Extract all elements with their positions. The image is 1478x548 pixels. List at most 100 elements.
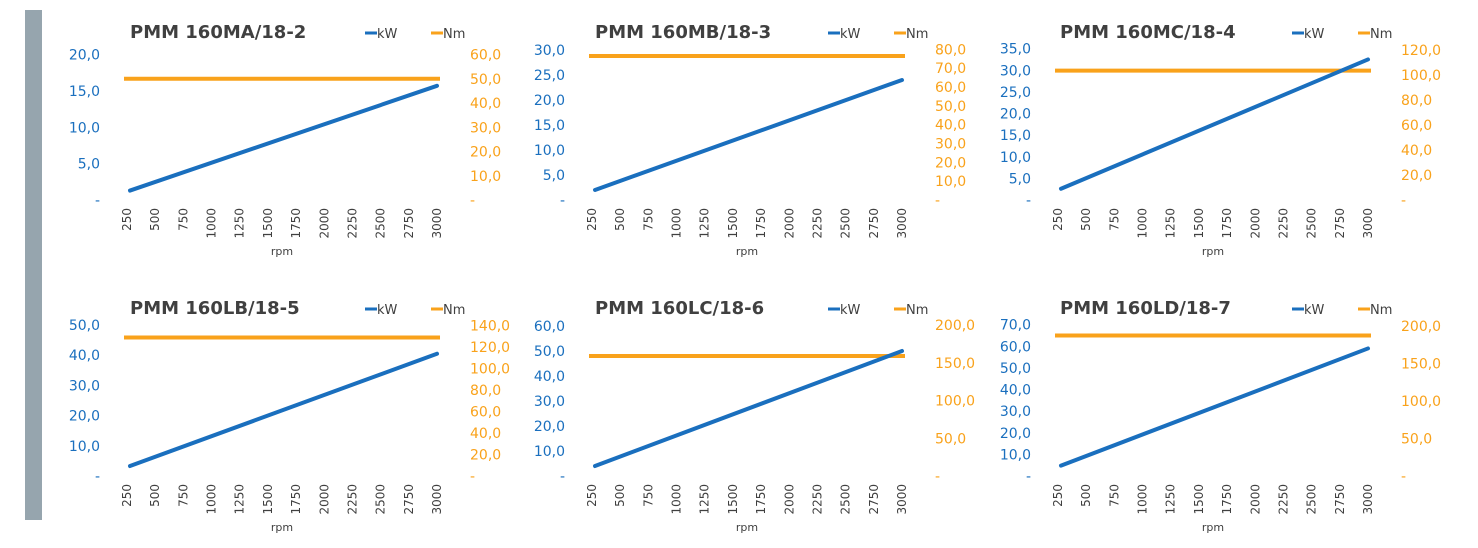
- x-tick-label: 1250: [233, 484, 247, 515]
- legend-kw-label: kW: [1304, 303, 1325, 318]
- y-left-tick-label: -: [560, 193, 565, 209]
- y-right-tick-label: 40,0: [470, 96, 501, 112]
- x-tick-label: 500: [148, 208, 162, 231]
- x-tick-label: 2750: [402, 208, 416, 239]
- legend-kw-label: kW: [840, 303, 861, 318]
- y-left-tick-label: 5,0: [78, 157, 100, 173]
- x-tick-label: 3000: [895, 484, 909, 515]
- side-accent-bar: [25, 10, 42, 520]
- y-left-tick-label: 10,0: [1000, 447, 1031, 463]
- y-left-tick-label: 10,0: [1000, 150, 1031, 166]
- chart-title: PMM 160MB/18-3: [595, 22, 771, 43]
- x-axis-label: rpm: [736, 245, 758, 258]
- legend-nm-label: Nm: [906, 27, 928, 42]
- x-tick-label: 250: [585, 208, 599, 231]
- x-tick-label: 1250: [698, 208, 712, 239]
- x-tick-label: 2250: [1276, 208, 1290, 239]
- x-tick-label: 2500: [374, 208, 388, 239]
- x-tick-label: 1500: [1192, 208, 1206, 239]
- x-tick-label: 2000: [1248, 208, 1262, 239]
- x-axis-label: rpm: [271, 245, 293, 258]
- y-left-tick-label: 15,0: [534, 118, 565, 134]
- y-right-tick-label: 140,0: [470, 319, 510, 335]
- y-left-tick-label: 10,0: [69, 439, 100, 455]
- x-tick-label: 3000: [430, 484, 444, 515]
- legend-nm-label: Nm: [1370, 27, 1392, 42]
- legend-kw-label: kW: [377, 27, 398, 42]
- x-tick-label: 500: [613, 208, 627, 231]
- y-right-tick-label: -: [1401, 193, 1406, 209]
- y-right-tick-label: 50,0: [1401, 431, 1432, 447]
- x-axis-label: rpm: [736, 521, 758, 534]
- y-right-tick-label: 40,0: [1401, 143, 1432, 159]
- x-tick-label: 1750: [1220, 484, 1234, 515]
- x-tick-label: 2500: [374, 484, 388, 515]
- x-tick-label: 2000: [317, 208, 331, 239]
- y-right-tick-label: 20,0: [1401, 168, 1432, 184]
- x-tick-label: 2750: [1333, 484, 1347, 515]
- y-left-tick-label: 20,0: [534, 93, 565, 109]
- y-left-tick-label: 30,0: [534, 43, 565, 59]
- chart-title: PMM 160MC/18-4: [1060, 22, 1236, 43]
- chart-title: PMM 160MA/18-2: [130, 22, 306, 43]
- y-left-tick-label: 20,0: [69, 409, 100, 425]
- x-tick-label: 750: [176, 484, 190, 507]
- y-right-tick-label: 60,0: [1401, 118, 1432, 134]
- x-tick-label: 3000: [895, 208, 909, 239]
- y-left-tick-label: 30,0: [69, 378, 100, 394]
- y-right-tick-label: 100,0: [1401, 68, 1441, 84]
- series-kw-line: [593, 78, 904, 192]
- y-left-tick-label: 35,0: [1000, 42, 1031, 58]
- y-right-tick-label: 10,0: [935, 174, 966, 190]
- y-right-tick-label: 50,0: [470, 72, 501, 88]
- x-tick-label: 1750: [289, 484, 303, 515]
- legend-nm-label: Nm: [443, 27, 465, 42]
- x-tick-label: 750: [641, 208, 655, 231]
- y-right-tick-label: -: [1401, 469, 1406, 485]
- y-left-tick-label: 10,0: [534, 444, 565, 460]
- x-tick-label: 2750: [1333, 208, 1347, 239]
- y-right-tick-label: -: [935, 193, 940, 209]
- x-tick-label: 2250: [810, 484, 824, 515]
- x-tick-label: 500: [148, 484, 162, 507]
- chart-title: PMM 160LB/18-5: [130, 298, 300, 319]
- y-right-tick-label: 30,0: [470, 120, 501, 136]
- y-right-tick-label: 100,0: [1401, 394, 1441, 410]
- legend-nm-label: Nm: [443, 303, 465, 318]
- x-tick-label: 250: [1051, 484, 1065, 507]
- x-tick-label: 2500: [839, 484, 853, 515]
- y-right-tick-label: 70,0: [935, 61, 966, 77]
- y-right-tick-label: 40,0: [470, 426, 501, 442]
- y-left-tick-label: 30,0: [1000, 63, 1031, 79]
- y-left-tick-label: 50,0: [69, 318, 100, 334]
- x-tick-label: 500: [613, 484, 627, 507]
- x-tick-label: 1500: [726, 208, 740, 239]
- chart-panel: PMM 160MB/18-3 kW Nm - 5,0 10,0 15,0 20,0 25,0 30…: [534, 22, 966, 258]
- y-right-tick-label: -: [470, 469, 475, 485]
- y-left-tick-label: -: [1026, 193, 1031, 209]
- y-right-tick-label: 200,0: [1401, 319, 1441, 335]
- series-kw-line: [1059, 346, 1370, 468]
- y-left-tick-label: 40,0: [1000, 383, 1031, 399]
- x-tick-label: 2500: [1305, 208, 1319, 239]
- y-left-tick-label: 15,0: [1000, 128, 1031, 144]
- x-tick-label: 1000: [670, 208, 684, 239]
- chart-panel: PMM 160LD/18-7 kW Nm - 10,0 20,0 30,0 40,0 50,0 6…: [1000, 298, 1441, 534]
- x-tick-label: 750: [176, 208, 190, 231]
- y-right-tick-label: 120,0: [470, 340, 510, 356]
- legend-nm-label: Nm: [1370, 303, 1392, 318]
- x-tick-label: 250: [120, 208, 134, 231]
- series-kw-line: [593, 349, 904, 468]
- y-left-tick-label: 40,0: [69, 348, 100, 364]
- y-right-tick-label: 120,0: [1401, 43, 1441, 59]
- y-left-tick-label: 20,0: [1000, 426, 1031, 442]
- y-left-tick-label: 25,0: [1000, 85, 1031, 101]
- legend-nm-label: Nm: [906, 303, 928, 318]
- x-tick-label: 1250: [1164, 208, 1178, 239]
- x-tick-label: 3000: [1361, 484, 1375, 515]
- x-tick-label: 1000: [1136, 208, 1150, 239]
- x-tick-label: 1000: [670, 484, 684, 515]
- y-right-tick-label: 40,0: [935, 118, 966, 134]
- y-right-tick-label: 60,0: [470, 48, 501, 64]
- y-right-tick-label: 20,0: [935, 155, 966, 171]
